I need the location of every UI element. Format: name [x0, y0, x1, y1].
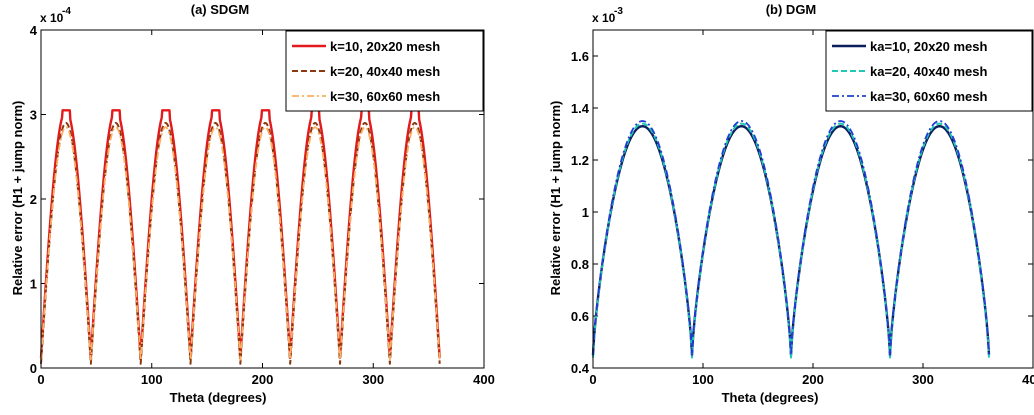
legend-label-2: k=20, 40x40 mesh: [330, 64, 440, 79]
y-tick-label: 0: [30, 361, 37, 376]
y-exponent: -4: [62, 6, 71, 17]
x-tick-label: 200: [252, 372, 274, 387]
legend: ka=10, 20x20 mesh ka=20, 40x40 mesh ka=30,…: [825, 30, 1033, 112]
legend-label-3: k=30, 60x60 mesh: [330, 89, 440, 104]
x-tick-label: 0: [37, 372, 44, 387]
legend-label-1: ka=10, 20x20 mesh: [870, 39, 988, 54]
y-tick-label: 1: [582, 205, 589, 220]
chart-title: (b) DGM: [766, 2, 817, 17]
y-exponent-base: x 10: [592, 11, 616, 25]
x-tick-label: 200: [802, 372, 824, 387]
y-tick-label: 1: [30, 277, 37, 292]
plot-lines: [39, 109, 441, 365]
y-axis-label: Relative error (H1 + jump norm): [10, 101, 25, 296]
series-line-3: [40, 126, 441, 361]
series-line-2: [592, 122, 990, 359]
series-line-2: [40, 121, 441, 365]
axes-box: [40, 29, 485, 369]
y-tick-label: 3: [30, 108, 37, 123]
series-line-3: [592, 120, 990, 356]
panel-dgm: (b) DGM x 10 -3 Theta (degrees) Relative…: [548, 2, 1034, 405]
y-tick-label: 0.6: [571, 309, 589, 324]
y-tick-label: 0.4: [571, 361, 590, 376]
legend-label-2: ka=20, 40x40 mesh: [870, 64, 988, 79]
x-tick-label: 0: [589, 372, 596, 387]
y-ticks: 0.4 0.6 0.8 1 1.2 1.4 1.6: [571, 49, 1033, 376]
y-tick-label: 1.6: [571, 49, 589, 64]
x-axis-label: Theta (degrees): [722, 390, 819, 405]
x-tick-label: 100: [141, 372, 163, 387]
legend-label-3: ka=30, 60x60 mesh: [870, 89, 988, 104]
y-tick-label: 0.8: [571, 257, 589, 272]
x-ticks: 0 100 200 300 400: [37, 30, 495, 387]
x-tick-label: 400: [473, 372, 495, 387]
x-tick-label: 300: [912, 372, 934, 387]
y-tick-label: 1.2: [571, 153, 589, 168]
y-tick-label: 2: [30, 192, 37, 207]
series-line-1: [591, 124, 991, 357]
y-axis-label: Relative error (H1 + jump norm): [548, 101, 563, 296]
y-tick-label: 1.4: [571, 101, 590, 116]
x-tick-label: 400: [1022, 372, 1034, 387]
x-tick-label: 300: [362, 372, 384, 387]
x-tick-label: 100: [692, 372, 714, 387]
legend-label-1: k=10, 20x20 mesh: [330, 39, 440, 54]
legend-box: [285, 30, 484, 112]
y-exponent-base: x 10: [40, 11, 64, 25]
y-exponent: -3: [614, 6, 623, 17]
plot-lines: [591, 120, 991, 359]
axes-box: [592, 29, 1034, 369]
chart-title: (a) SDGM: [191, 2, 250, 17]
y-tick-label: 4: [30, 23, 38, 38]
panel-sdgm: (a) SDGM x 10 -4 Theta (degrees) Relativ…: [10, 2, 495, 405]
legend: k=10, 20x20 mesh k=20, 40x40 mesh k=30, 60…: [285, 30, 484, 112]
x-axis-label: Theta (degrees): [170, 390, 267, 405]
